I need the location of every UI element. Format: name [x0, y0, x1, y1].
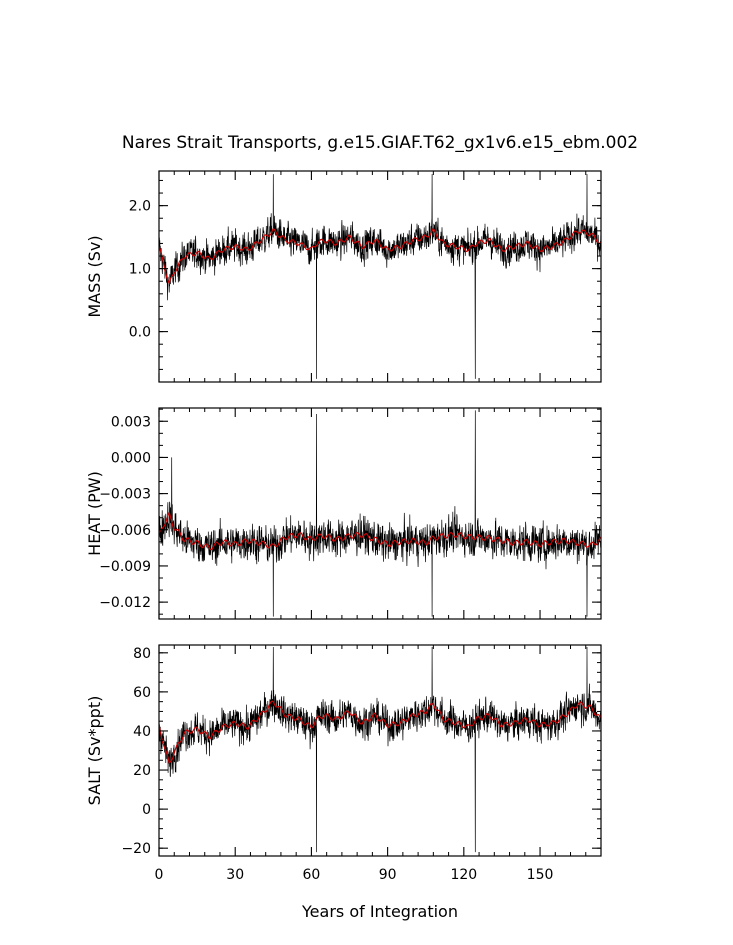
y-tick-label: 0.000 [111, 450, 151, 466]
y-tick-label: 0.003 [111, 414, 151, 430]
smoothed-series-line [159, 510, 601, 551]
x-axis-label: Years of Integration [301, 902, 458, 921]
x-tick-label: 0 [155, 867, 164, 883]
y-tick-label: −0.003 [99, 487, 151, 503]
panel-frame [158, 644, 602, 857]
raw-series-line [159, 410, 601, 617]
y-axis-label: MASS (Sv) [85, 235, 104, 317]
y-tick-label: −20 [121, 841, 151, 857]
panel-1: 0.0 1.0 2.0 MASS (Sv) [85, 170, 602, 383]
x-tick-label: 150 [527, 867, 554, 883]
y-tick-label: 20 [133, 763, 151, 779]
y-tick-label: −0.012 [99, 595, 151, 611]
x-tick-label: 60 [302, 867, 320, 883]
y-tick-label: 40 [133, 724, 151, 740]
y-tick-label: 2.0 [129, 199, 151, 215]
y-axis-label: HEAT (PW) [85, 471, 104, 556]
x-tick-label: 120 [450, 867, 477, 883]
panel-2: −0.012 −0.009 −0.006 −0.003 0.000 0.003 HEAT (… [85, 407, 602, 620]
raw-series-line [159, 174, 601, 379]
chart-title: Nares Strait Transports, g.e15.GIAF.T62_… [122, 133, 638, 153]
y-tick-label: −0.009 [99, 559, 151, 575]
smoothed-series-line [159, 700, 601, 764]
y-tick-label: 60 [133, 685, 151, 701]
y-axis-label: SALT (Sv*ppt) [85, 696, 104, 806]
panel-frame [158, 170, 602, 383]
panel-frame [158, 407, 602, 620]
y-tick-label: 1.0 [129, 262, 151, 278]
y-tick-label: 0 [142, 802, 151, 818]
y-tick-label: 0.0 [129, 325, 151, 341]
y-tick-label: 80 [133, 646, 151, 662]
smoothed-series-line [159, 227, 601, 286]
raw-series-line [159, 646, 601, 853]
x-tick-label: 90 [379, 867, 397, 883]
x-tick-label: 30 [226, 867, 244, 883]
y-tick-label: −0.006 [99, 523, 151, 539]
